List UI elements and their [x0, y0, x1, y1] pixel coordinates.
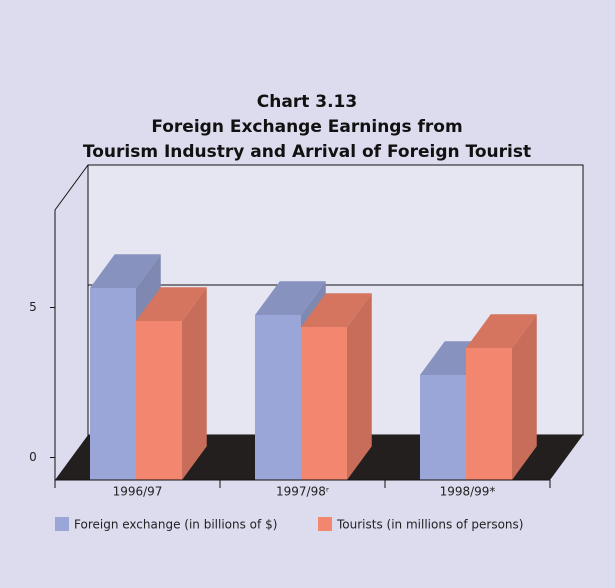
x-tick-label: 1998/99* — [440, 485, 496, 499]
legend-label: Tourists (in millions of persons) — [336, 518, 523, 532]
y-tick-label: 0 — [29, 450, 37, 464]
bar — [136, 321, 182, 480]
chart-title: Foreign Exchange Earnings from — [151, 117, 462, 137]
bar-top — [255, 281, 326, 315]
bar-top — [136, 287, 207, 321]
legend-swatch — [318, 517, 332, 531]
bar-top — [90, 254, 161, 288]
bar-side — [347, 293, 372, 480]
bar-top — [466, 314, 537, 348]
bar — [255, 315, 301, 480]
x-tick-label: 1997/98ʳ — [276, 485, 330, 499]
bar — [90, 288, 136, 480]
legend-label: Foreign exchange (in billions of $) — [74, 518, 277, 532]
bar-side — [512, 314, 537, 480]
bar — [466, 348, 512, 480]
bar — [420, 375, 466, 480]
bar-side — [182, 287, 207, 480]
legend-swatch — [55, 517, 69, 531]
chart-title: Chart 3.13 — [257, 92, 357, 112]
bar-top — [301, 293, 372, 327]
chart-title: Tourism Industry and Arrival of Foreign … — [83, 142, 531, 162]
left-wall-edge — [54, 164, 89, 480]
x-tick-label: 1996/97 — [113, 485, 163, 499]
y-tick-label: 5 — [29, 300, 37, 314]
bar — [301, 327, 347, 480]
